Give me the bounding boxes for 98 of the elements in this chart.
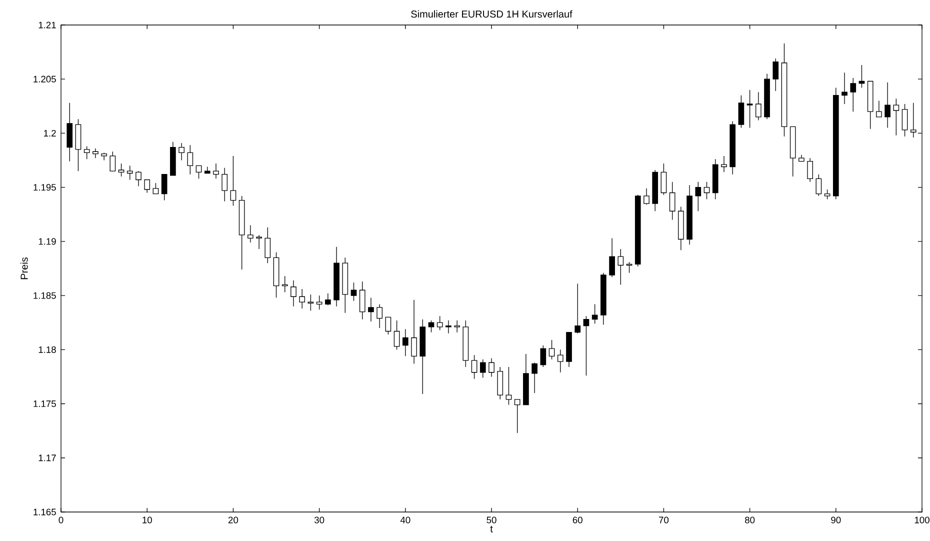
candlestick [126,165,133,180]
candlestick [858,64,865,88]
candlestick [902,104,908,137]
candlestick [488,358,494,378]
candlestick [282,276,288,293]
candlestick [350,282,357,302]
candlestick [299,288,306,309]
candlestick [583,316,590,376]
candlestick [884,82,890,128]
candlestick [428,320,434,333]
candlestick [574,283,581,334]
candlestick [118,163,124,177]
candlestick [876,100,882,118]
y-tick-label: 1.205 [34,76,56,82]
candlestick [893,98,900,136]
candlestick [187,144,194,175]
candlestick [842,72,848,104]
candlestick [359,281,366,320]
candlestick [669,182,676,220]
candlestick [213,163,219,179]
y-tick-label: 1.185 [34,292,56,299]
candlestick [256,234,262,250]
candlestick [816,174,822,196]
candlestick [514,399,520,434]
candlestick [506,366,512,406]
candlestick [721,156,727,173]
candlestick [540,344,546,368]
candlestick [66,102,73,162]
candlestick [910,102,916,138]
candlestick [161,174,168,201]
candlestick [136,170,142,187]
candlestick [101,152,107,161]
candlestick [394,320,400,350]
candlestick [480,359,486,378]
candlestick [824,189,830,200]
x-tick-label: 90 [831,516,841,524]
candlestick [609,238,615,278]
candlestick [230,156,236,206]
y-axis-title: Preis [20,257,28,280]
candlestick [755,92,762,121]
candlestick [264,227,271,264]
candlestick [178,142,184,161]
chart-title: Simulierter EURUSD 1H Kursverlauf [411,10,572,18]
candlestick [436,316,443,331]
candlestick [644,188,650,205]
candlestick [532,362,538,394]
candlestick [618,248,624,286]
y-tick-label: 1.21 [38,22,56,28]
candlestick [454,320,460,333]
candlestick [497,366,504,400]
x-tick-label: 30 [314,516,324,524]
candlestick [152,182,159,194]
candlestick [660,163,667,196]
x-axis-title: t [490,526,493,532]
candlestick [592,304,598,324]
y-tick-label: 1.17 [38,454,56,462]
candlestick [850,78,856,112]
candlestick [385,316,392,335]
candlestick [196,165,202,179]
candlestick [110,151,116,172]
candlestick [557,349,564,373]
candlestick [316,295,322,310]
candlestick [738,95,744,128]
candlestick [772,58,779,92]
candlestick [746,90,753,128]
y-tick-label: 1.195 [34,184,56,191]
candlestick [248,224,254,243]
x-tick-label: 40 [400,516,410,524]
x-tick-label: 80 [745,516,755,524]
candlestick [222,168,228,202]
y-tick-label: 1.165 [34,508,56,516]
candlestick [704,182,710,200]
candlestick [144,179,150,194]
y-tick-label: 1.18 [38,346,56,353]
y-tick-label: 1.175 [34,400,56,408]
candlestick [411,300,417,364]
candlestick [548,340,555,360]
candlestick [84,146,90,160]
x-tick-label: 10 [142,516,152,524]
x-tick-label: 50 [486,516,496,524]
candlestick [368,297,374,322]
x-tick-label: 60 [572,516,582,524]
candlestick [471,354,478,380]
x-tick-label: 0 [58,516,64,524]
y-tick-label: 1.19 [38,238,56,245]
candlestick [92,148,98,158]
candlestick [290,280,296,307]
candlestick [695,182,702,212]
x-tick-label: 70 [659,516,669,524]
y-tick-label: 1.2 [44,130,56,136]
x-tick-label: 100 [914,516,930,524]
x-tick-label: 20 [228,516,238,524]
candlestick [446,320,452,334]
candlestick [807,158,813,182]
candlestick [376,304,382,328]
candlestick [402,328,408,356]
candlestick [308,294,314,312]
candlestick [325,293,331,306]
